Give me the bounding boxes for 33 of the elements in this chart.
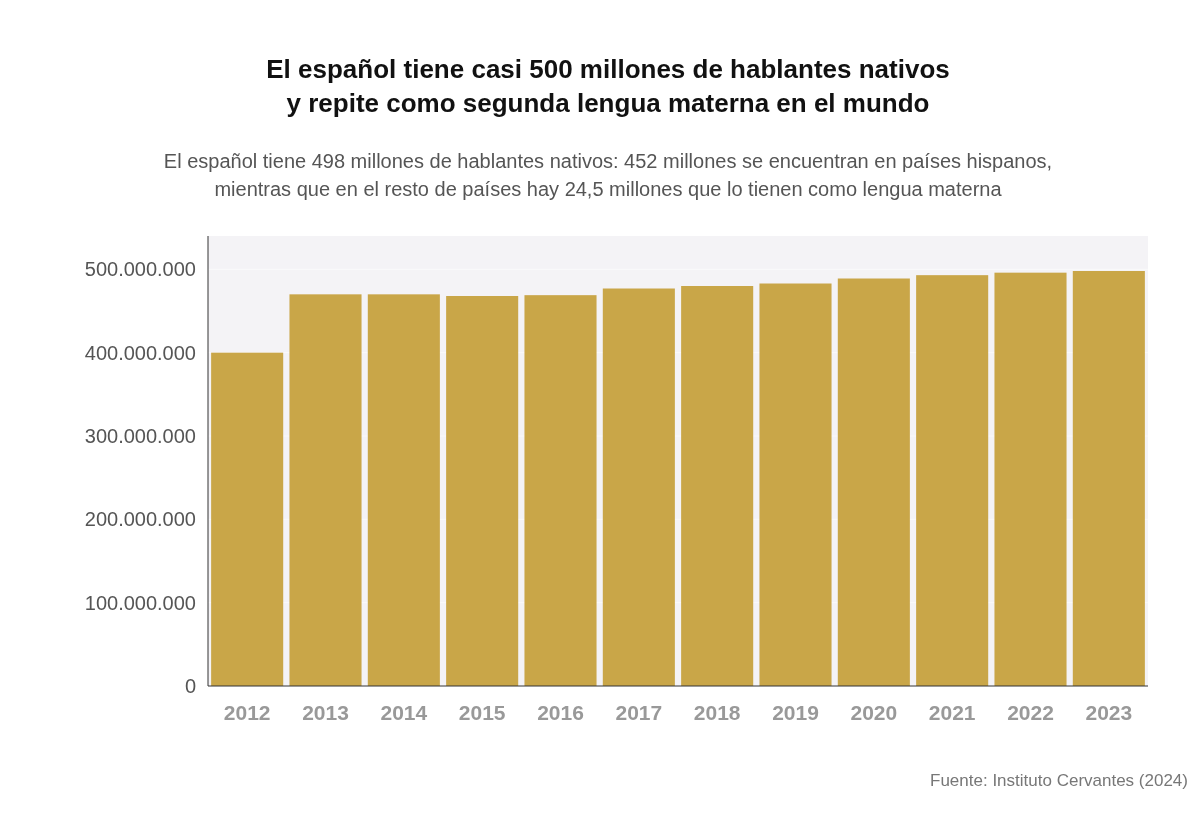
bar (289, 294, 362, 686)
x-tick-label: 2021 (928, 701, 976, 724)
bar (916, 275, 989, 686)
x-tick-label: 2018 (693, 701, 741, 724)
x-tick-label: 2013 (302, 701, 349, 724)
y-tick-label: 100.000.000 (84, 591, 196, 614)
y-tick-label: 200.000.000 (84, 508, 196, 531)
x-tick-label: 2014 (380, 701, 428, 724)
x-tick-label: 2020 (850, 701, 898, 724)
x-tick-label: 2022 (1007, 701, 1054, 724)
x-tick-label: 2012 (223, 701, 271, 724)
x-tick-label: 2017 (615, 701, 663, 724)
bar (759, 283, 832, 686)
y-tick-label: 500.000.000 (84, 258, 196, 281)
y-tick-label: 300.000.000 (84, 425, 196, 447)
bar (446, 296, 519, 686)
bar (1072, 271, 1145, 686)
y-tick-label: 400.000.000 (84, 341, 196, 364)
chart-title: El español tiene casi 500 millones de hablantes nativos y repite como segunda lengua materna en el mundo (266, 54, 950, 118)
bar (211, 352, 284, 686)
x-tick-label: 2016 (537, 701, 584, 724)
bar (994, 272, 1067, 686)
bar (524, 295, 597, 686)
x-tick-label: 2023 (1085, 701, 1133, 724)
y-tick-label: 0 (184, 675, 196, 697)
x-tick-label: 2019 (772, 701, 819, 724)
bar (837, 278, 910, 686)
source-note: Fuente: Instituto Cervantes (2024) (930, 771, 1188, 790)
bar (602, 288, 675, 686)
chart-subtitle: El español tiene 498 millones de hablantes nativos: 452 millones se encuentran en países hispanos, mientras que en el resto de países hay 24,5 millones que lo tienen como lengua materna (163, 150, 1053, 200)
bar (367, 294, 440, 686)
x-tick-label: 2015 (458, 701, 506, 724)
bar (681, 286, 754, 686)
